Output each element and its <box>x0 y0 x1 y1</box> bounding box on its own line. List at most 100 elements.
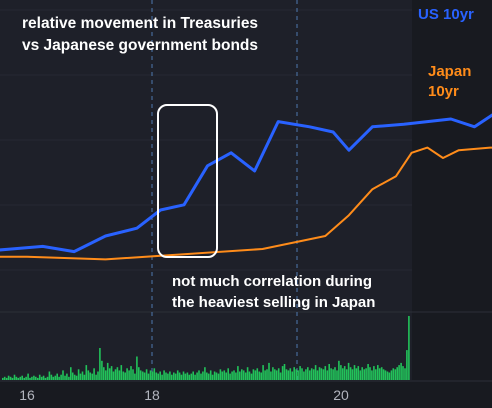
volume-bar <box>153 368 156 380</box>
volume-bar <box>390 370 393 380</box>
volume-bar <box>44 377 47 380</box>
volume-bar <box>289 368 292 380</box>
volume-bar <box>242 370 245 380</box>
volume-bar <box>110 366 113 380</box>
series-line <box>0 146 492 261</box>
volume-bar <box>99 348 101 380</box>
volume-bar <box>64 375 66 380</box>
volume-bar <box>37 377 39 380</box>
volume-bar <box>408 316 410 380</box>
volume-bar <box>312 369 315 380</box>
volume-bar <box>209 370 212 380</box>
volume-bar <box>71 372 74 380</box>
volume-bar <box>400 362 402 380</box>
volume-bar <box>328 364 330 380</box>
volume-bar <box>105 370 107 380</box>
volume-bar <box>202 371 204 380</box>
volume-bar <box>394 369 397 380</box>
volume-bar <box>149 370 152 380</box>
highlight-box <box>157 104 218 258</box>
volume-bar <box>33 375 35 380</box>
volume-bar <box>35 376 37 380</box>
volume-bar <box>332 369 334 380</box>
volume-bar <box>21 375 23 380</box>
volume-bar <box>130 366 132 380</box>
volume-bar <box>7 375 10 380</box>
volume-bar <box>25 376 27 380</box>
volume-bar <box>50 374 53 380</box>
annotation-line-2: the heaviest selling in Japan <box>172 294 376 311</box>
volume-bar <box>11 377 14 380</box>
volume-bar <box>297 370 299 380</box>
volume-bar <box>161 374 163 380</box>
volume-bar <box>56 373 58 380</box>
volume-bar <box>190 373 193 380</box>
volume-bar <box>359 370 362 380</box>
volume-bar <box>309 370 311 380</box>
volume-bar <box>40 376 43 380</box>
volume-bar <box>207 373 210 380</box>
volume-bar <box>9 376 12 380</box>
volume-bar <box>316 370 319 380</box>
volume-bar <box>163 370 165 380</box>
volume-bar <box>340 365 342 380</box>
volume-bar <box>124 372 126 380</box>
volume-bar <box>38 374 41 380</box>
volume-bar <box>178 372 181 380</box>
volume-bar <box>87 370 90 380</box>
volume-bar <box>138 367 140 380</box>
volume-bar <box>336 370 338 380</box>
volume-bar <box>281 366 284 380</box>
volume-bar <box>227 368 229 380</box>
volume-bar <box>365 368 367 380</box>
volume-bar <box>229 373 231 380</box>
volume-bar <box>291 371 294 380</box>
volume-bar <box>404 368 406 380</box>
volume-bar <box>307 367 309 380</box>
volume-bar <box>233 370 235 380</box>
volume-bar <box>326 370 329 380</box>
volume-bar <box>91 373 93 380</box>
volume-bar <box>62 370 64 380</box>
volume-bar <box>70 367 72 380</box>
volume-bar <box>268 362 270 380</box>
volume-bar <box>213 371 216 380</box>
volume-bar <box>192 371 194 380</box>
volume-bar <box>398 365 400 380</box>
volume-bar <box>343 366 346 380</box>
volume-bar <box>351 369 354 380</box>
volume-bar <box>83 374 86 380</box>
volume-bar <box>186 372 189 380</box>
volume-bar <box>241 369 243 380</box>
volume-bar <box>305 369 307 380</box>
volume-bar <box>373 366 375 380</box>
volume-bar <box>204 367 206 380</box>
volume-bar <box>320 368 323 380</box>
volume-bar <box>406 350 408 380</box>
volume-bar <box>353 365 356 380</box>
volume-bar <box>369 367 371 380</box>
volume-bar <box>188 374 191 380</box>
volume-bar <box>31 376 33 380</box>
volume-bar <box>79 373 82 380</box>
volume-bar <box>103 367 105 380</box>
volume-bar <box>322 369 325 380</box>
volume-bar <box>279 372 282 380</box>
volume-bar <box>173 372 175 380</box>
volume-bar <box>52 376 55 380</box>
volume-bar <box>293 367 295 380</box>
volume-bar <box>295 369 297 380</box>
volume-bar <box>299 366 301 380</box>
volume-bar <box>145 369 148 380</box>
volume-bar <box>283 364 286 380</box>
volume-bar <box>182 371 185 380</box>
volume-bar <box>73 374 76 380</box>
volume-bar <box>85 365 88 380</box>
volume-bar <box>165 372 167 380</box>
volume-bar <box>101 360 103 380</box>
volume-bar <box>215 372 218 380</box>
volume-bar <box>301 368 303 380</box>
volume-bar <box>274 369 276 380</box>
volume-bar <box>342 368 344 380</box>
